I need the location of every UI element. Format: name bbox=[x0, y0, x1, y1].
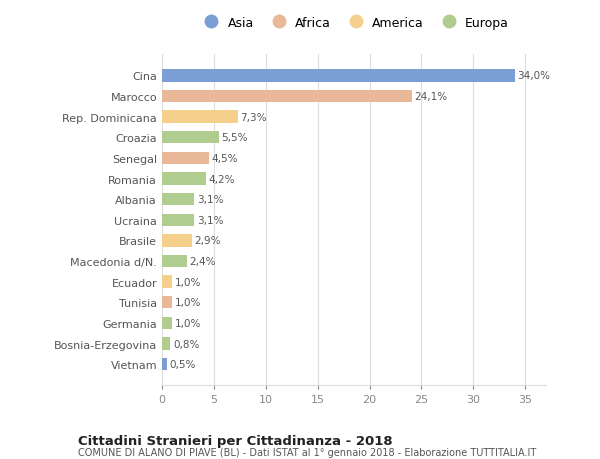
Text: 4,5%: 4,5% bbox=[211, 154, 238, 163]
Bar bbox=[162, 91, 412, 103]
Bar bbox=[162, 338, 170, 350]
Text: 3,1%: 3,1% bbox=[197, 215, 223, 225]
Text: 7,3%: 7,3% bbox=[241, 112, 267, 123]
Text: 0,5%: 0,5% bbox=[170, 359, 196, 369]
Text: 4,2%: 4,2% bbox=[208, 174, 235, 184]
Text: 1,0%: 1,0% bbox=[175, 297, 202, 308]
Bar bbox=[162, 194, 194, 206]
Text: Cittadini Stranieri per Cittadinanza - 2018: Cittadini Stranieri per Cittadinanza - 2… bbox=[78, 434, 392, 447]
Bar bbox=[162, 276, 172, 288]
Text: 2,9%: 2,9% bbox=[194, 236, 221, 246]
Bar bbox=[162, 235, 192, 247]
Bar bbox=[162, 70, 515, 83]
Bar bbox=[162, 152, 209, 165]
Bar bbox=[162, 214, 194, 226]
Bar bbox=[162, 317, 172, 330]
Bar bbox=[162, 358, 167, 370]
Text: 3,1%: 3,1% bbox=[197, 195, 223, 205]
Text: 1,0%: 1,0% bbox=[175, 318, 202, 328]
Bar bbox=[162, 111, 238, 123]
Text: 0,8%: 0,8% bbox=[173, 339, 199, 349]
Text: 2,4%: 2,4% bbox=[190, 257, 216, 267]
Text: 1,0%: 1,0% bbox=[175, 277, 202, 287]
Bar bbox=[162, 132, 219, 144]
Text: COMUNE DI ALANO DI PIAVE (BL) - Dati ISTAT al 1° gennaio 2018 - Elaborazione TUT: COMUNE DI ALANO DI PIAVE (BL) - Dati IST… bbox=[78, 448, 536, 458]
Text: 24,1%: 24,1% bbox=[415, 92, 448, 102]
Bar bbox=[162, 297, 172, 309]
Bar bbox=[162, 255, 187, 268]
Legend: Asia, Africa, America, Europa: Asia, Africa, America, Europa bbox=[194, 12, 514, 35]
Text: 5,5%: 5,5% bbox=[221, 133, 248, 143]
Bar bbox=[162, 173, 206, 185]
Text: 34,0%: 34,0% bbox=[517, 71, 550, 81]
